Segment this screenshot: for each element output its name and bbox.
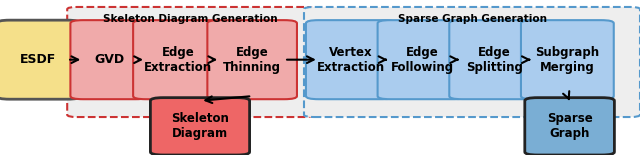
Text: GVD: GVD [94, 53, 125, 66]
Text: Edge
Extraction: Edge Extraction [144, 46, 212, 74]
FancyBboxPatch shape [150, 98, 250, 155]
FancyBboxPatch shape [449, 20, 539, 99]
Text: Vertex
Extraction: Vertex Extraction [317, 46, 385, 74]
FancyBboxPatch shape [521, 20, 614, 99]
FancyBboxPatch shape [70, 20, 148, 99]
FancyBboxPatch shape [304, 7, 640, 117]
Text: Edge
Following: Edge Following [391, 46, 454, 74]
FancyBboxPatch shape [378, 20, 467, 99]
Text: Sparse Graph Generation: Sparse Graph Generation [397, 14, 547, 24]
Text: Sparse
Graph: Sparse Graph [547, 112, 593, 140]
Text: Skeleton
Diagram: Skeleton Diagram [171, 112, 229, 140]
FancyBboxPatch shape [306, 20, 396, 99]
FancyBboxPatch shape [207, 20, 297, 99]
FancyBboxPatch shape [0, 20, 80, 99]
Text: Edge
Splitting: Edge Splitting [466, 46, 522, 74]
Text: Edge
Thinning: Edge Thinning [223, 46, 281, 74]
Text: Skeleton Diagram Generation: Skeleton Diagram Generation [103, 14, 278, 24]
Text: ESDF: ESDF [20, 53, 56, 66]
FancyBboxPatch shape [67, 7, 314, 117]
FancyBboxPatch shape [133, 20, 223, 99]
Text: Subgraph
Merging: Subgraph Merging [535, 46, 600, 74]
FancyBboxPatch shape [525, 98, 614, 155]
